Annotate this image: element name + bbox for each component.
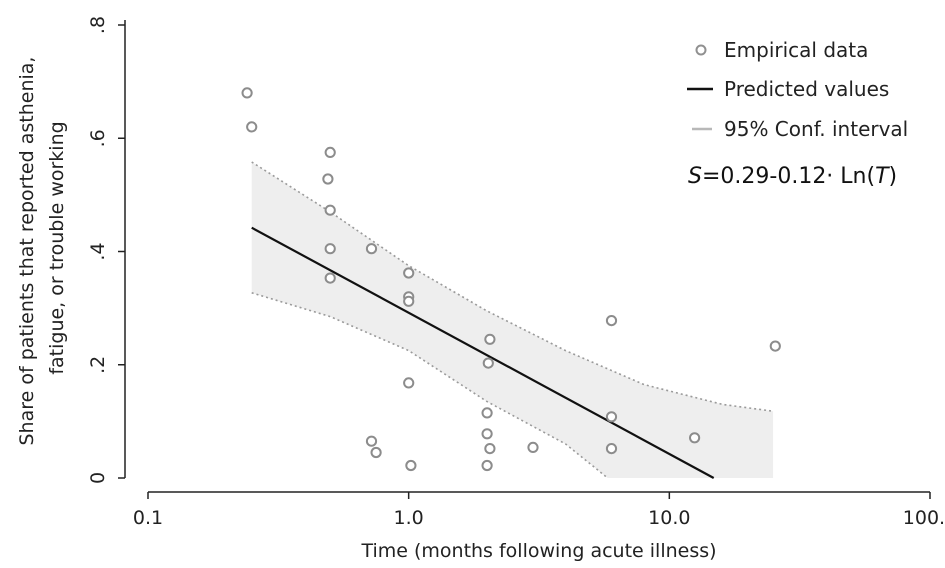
y-tick-label-4: .6 xyxy=(87,129,109,147)
confidence-band-fill xyxy=(251,162,774,478)
data-point-18 xyxy=(481,407,493,419)
x-axis-title: Time (months following acute illness) xyxy=(360,540,716,562)
data-point-11 xyxy=(403,267,415,279)
data-point-7 xyxy=(324,272,336,284)
data-point-13 xyxy=(403,295,415,307)
data-point-8 xyxy=(365,243,378,255)
y-axis-title-line-1: Share of patients that reported asthenia… xyxy=(16,57,38,446)
y-axis-title-line-2: fatigue, or trouble working xyxy=(46,121,68,374)
formula-t: T xyxy=(875,164,890,189)
legend-label-empirical: Empirical data xyxy=(724,38,868,62)
x-tick-label-1: 0.1 xyxy=(133,507,163,529)
data-point-2 xyxy=(246,121,258,133)
data-point-1 xyxy=(241,87,253,99)
axes xyxy=(124,20,930,493)
formula-s: S xyxy=(688,164,702,189)
formula-end: ) xyxy=(889,164,898,189)
x-tick-label-4: 100.0 xyxy=(903,507,945,529)
data-point-16 xyxy=(484,333,496,345)
data-point-19 xyxy=(481,428,493,440)
data-point-25 xyxy=(605,443,618,455)
legend-label-ci: 95% Conf. interval xyxy=(724,117,908,141)
tick-marks: 0.1 1.0 10.0 100.0 0 .2 .4 .6 .8 xyxy=(87,16,945,529)
y-tick-label-1: 0 xyxy=(87,472,109,484)
data-point-5 xyxy=(324,204,336,216)
data-point-10 xyxy=(370,446,382,459)
data-point-4 xyxy=(322,173,334,185)
data-point-15 xyxy=(405,459,417,472)
x-tick-label-2: 1.0 xyxy=(394,507,424,529)
data-point-26 xyxy=(689,432,701,444)
data-point-20 xyxy=(484,443,496,455)
regression-formula: S=0.29-0.12· Ln(T) xyxy=(688,164,897,189)
y-tick-label-3: .4 xyxy=(87,242,109,260)
data-point-27 xyxy=(769,340,781,352)
y-tick-label-2: .2 xyxy=(87,356,109,374)
legend-label-predicted: Predicted values xyxy=(724,77,889,101)
data-point-9 xyxy=(365,435,378,447)
y-tick-label-5: .8 xyxy=(87,16,109,34)
legend-marker-empirical xyxy=(695,44,707,56)
data-point-6 xyxy=(324,243,336,255)
data-point-24 xyxy=(605,411,618,423)
data-point-3 xyxy=(324,146,336,158)
plot-area xyxy=(241,87,781,479)
data-point-22 xyxy=(527,441,539,453)
x-tick-label-3: 10.0 xyxy=(648,507,690,529)
data-point-21 xyxy=(481,459,493,472)
data-point-14 xyxy=(403,377,415,389)
predicted-line xyxy=(251,226,715,479)
data-point-17 xyxy=(482,357,494,369)
y-axis-title: Share of patients that reported asthenia… xyxy=(16,51,68,446)
legend: Empirical data Predicted values 95% Conf… xyxy=(687,38,908,189)
data-point-23 xyxy=(605,315,618,327)
formula-mid: =0.29-0.12· Ln( xyxy=(702,164,875,189)
